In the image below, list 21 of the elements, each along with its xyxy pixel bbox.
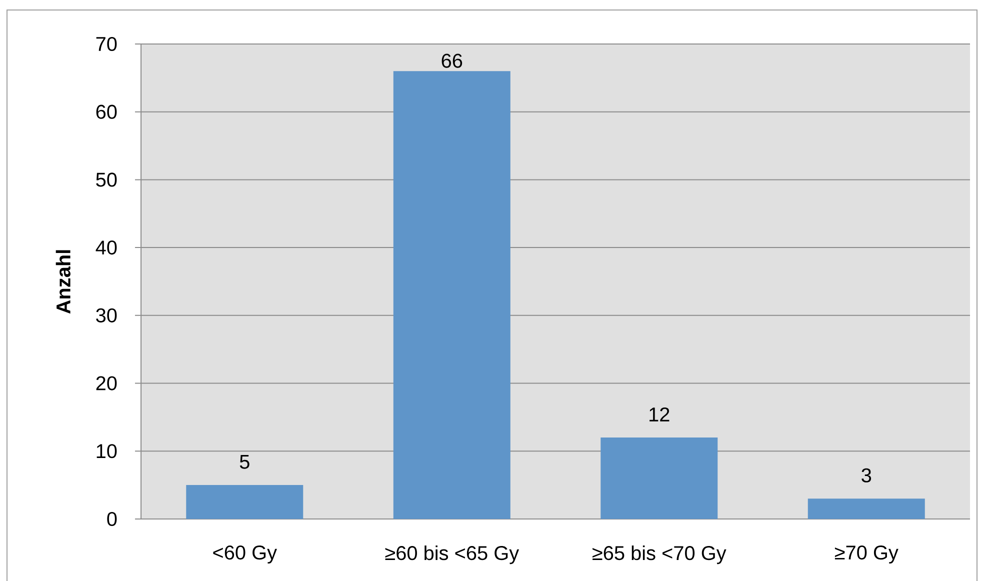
data-label: 3 [862, 468, 872, 482]
y-tick-label: 70 [96, 36, 117, 52]
y-tick-label: 20 [96, 376, 117, 390]
y-tick-label: 60 [96, 104, 117, 119]
y-tick-label: 40 [96, 240, 117, 255]
bar [600, 438, 718, 519]
x-tick-label: <60 Gy [213, 546, 277, 564]
y-axis-title: Anzahl [56, 250, 70, 314]
data-label: 5 [240, 454, 250, 469]
x-tick-label: ≥65 bis <70 Gy [592, 546, 726, 564]
y-tick-label: 0 [107, 512, 117, 526]
data-label: 12 [650, 407, 670, 422]
y-tick-label: 50 [96, 172, 117, 187]
bar [393, 71, 510, 519]
x-tick-label: ≥60 bis <65 Gy [385, 546, 520, 564]
data-label: 66 [442, 54, 462, 68]
bar [186, 485, 304, 519]
x-tick-label: ≥70 Gy [834, 546, 898, 564]
bar [808, 498, 925, 519]
y-tick-label: 30 [96, 308, 117, 322]
y-tick-label: 10 [96, 444, 117, 458]
